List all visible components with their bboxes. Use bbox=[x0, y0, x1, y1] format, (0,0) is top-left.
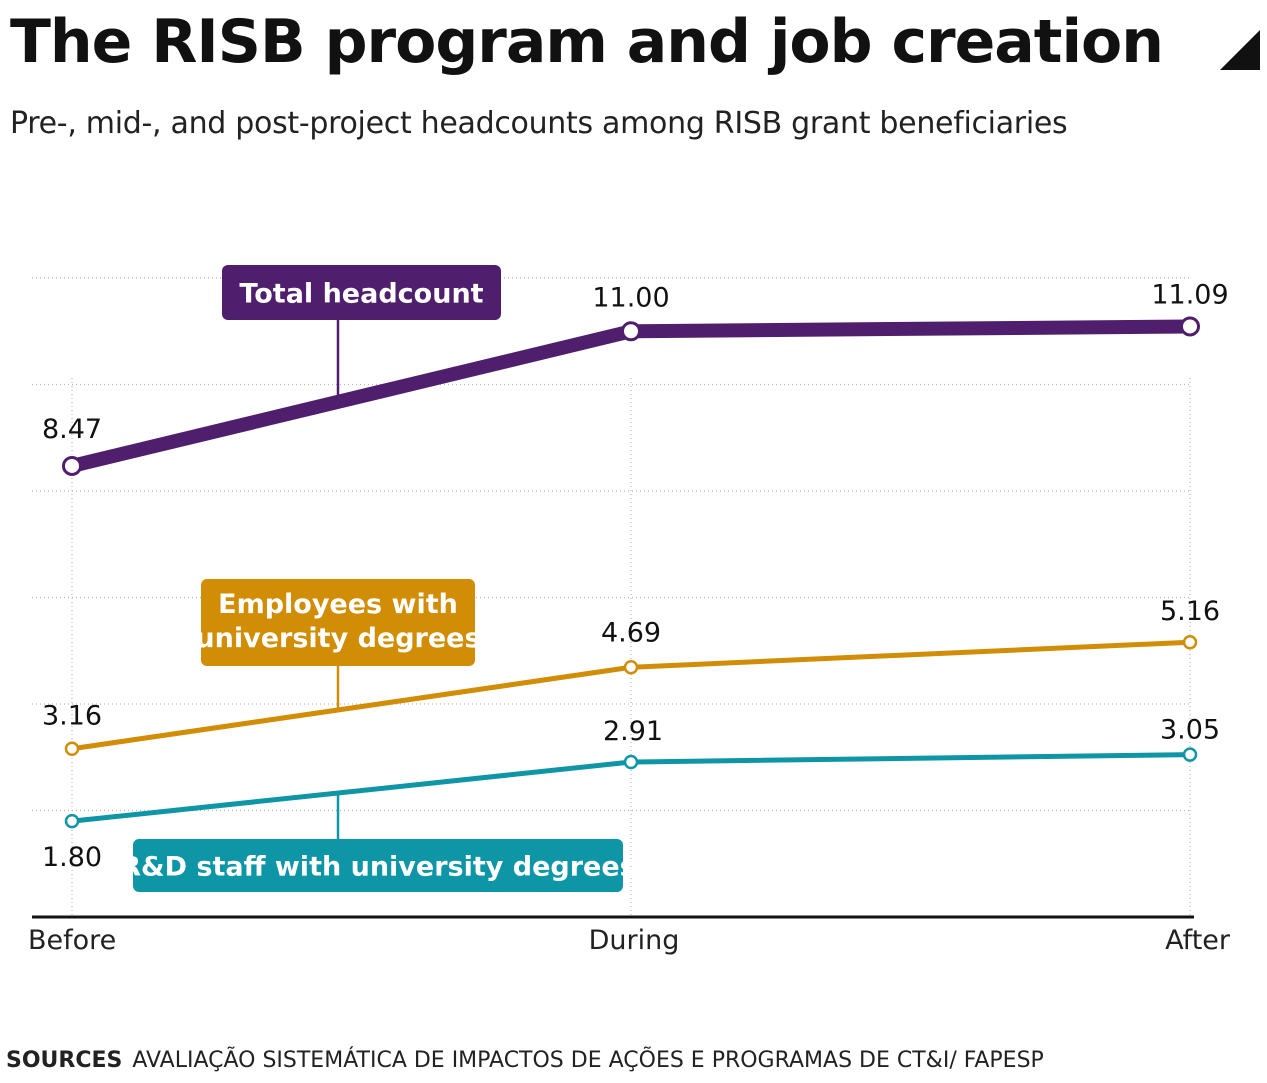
data-points bbox=[62, 316, 1200, 829]
series-label-box bbox=[133, 839, 623, 892]
x-tick-label: Before bbox=[28, 925, 116, 956]
series-label: Total headcount bbox=[239, 279, 483, 310]
series-line bbox=[65, 319, 1197, 473]
series-label-box bbox=[222, 265, 501, 320]
data-label: 1.80 bbox=[42, 842, 102, 873]
x-tick-label: After bbox=[1165, 925, 1231, 956]
series-label: Employees with university degrees bbox=[195, 589, 480, 654]
source-label: SOURCES bbox=[6, 1048, 123, 1073]
series-labels: Total headcount Employees with university … bbox=[120, 265, 636, 892]
x-axis: Before During After bbox=[28, 915, 1231, 956]
data-label: 8.47 bbox=[42, 414, 102, 445]
data-point bbox=[62, 455, 82, 476]
data-label: 4.69 bbox=[601, 617, 661, 648]
data-point bbox=[1180, 316, 1200, 337]
data-point bbox=[64, 813, 80, 829]
data-label: 5.16 bbox=[1160, 596, 1220, 627]
data-point bbox=[623, 660, 639, 675]
data-point bbox=[623, 754, 639, 770]
data-label: 11.00 bbox=[592, 282, 669, 313]
chart-subtitle: Pre-, mid-, and post-project headcounts … bbox=[10, 106, 1068, 141]
grid-lines bbox=[32, 277, 1192, 917]
line-chart: Total headcount Employees with university … bbox=[28, 265, 1231, 956]
data-label: 3.16 bbox=[42, 701, 102, 732]
data-point bbox=[1182, 634, 1198, 650]
source-text: AVALIAÇÃO SISTEMÁTICA DE IMPACTOS DE AÇÕ… bbox=[132, 1048, 1044, 1073]
data-point bbox=[64, 741, 80, 756]
chart-title: The RISB program and job creation bbox=[10, 7, 1164, 77]
data-label: 3.05 bbox=[1160, 715, 1220, 746]
series-label-box bbox=[201, 579, 475, 666]
data-label: 2.91 bbox=[603, 716, 663, 747]
data-labels: 8.47 11.00 11.09 3.16 4.69 5.16 1.80 2.91 3.05 bbox=[42, 279, 1229, 873]
data-label: 11.09 bbox=[1151, 279, 1228, 310]
data-point bbox=[621, 321, 641, 342]
data-point bbox=[1182, 747, 1198, 762]
x-tick-label: During bbox=[589, 925, 680, 956]
series-label: R&D staff with university degrees bbox=[120, 852, 635, 883]
corner-triangle-icon bbox=[1220, 30, 1260, 70]
source-note: SOURCES AVALIAÇÃO SISTEMÁTICA DE IMPACTOS… bbox=[6, 1048, 1044, 1073]
